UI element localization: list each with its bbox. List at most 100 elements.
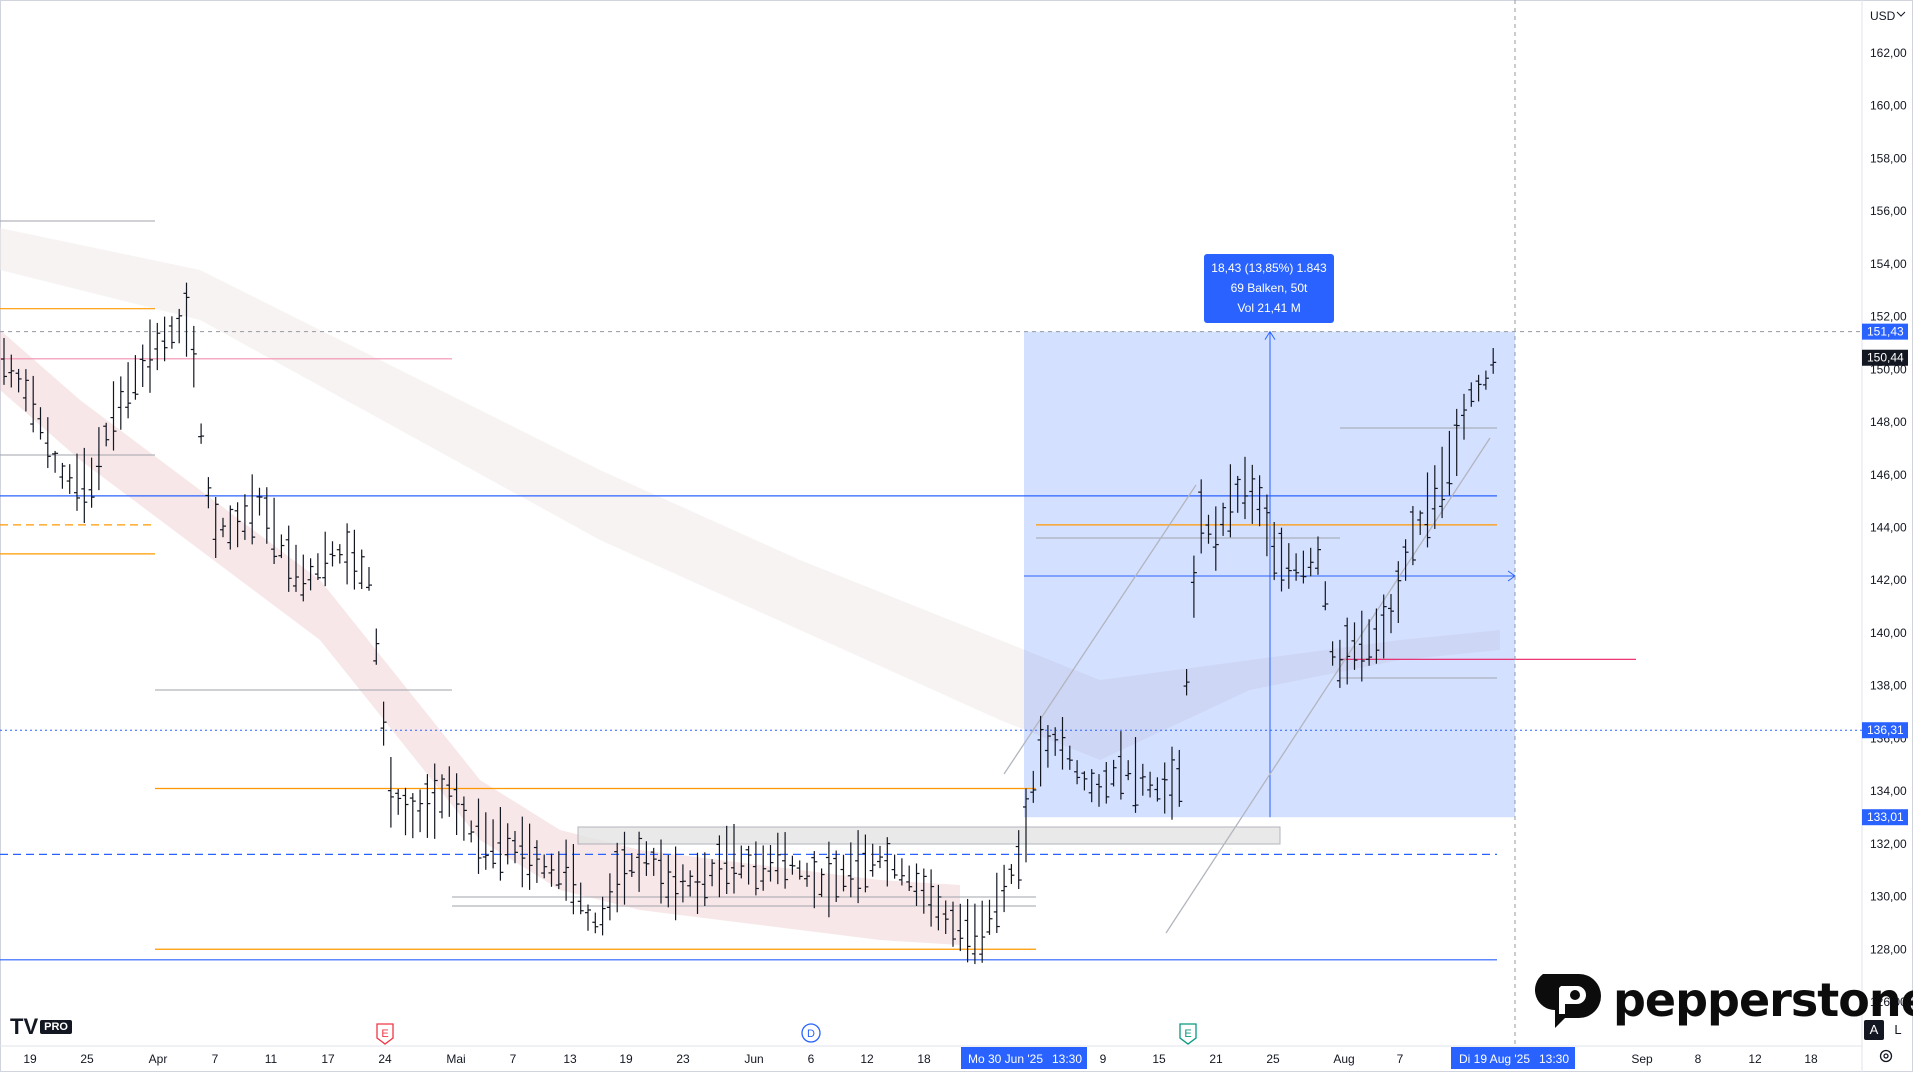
ohlc-bar	[993, 872, 1000, 934]
ohlc-bar	[1066, 745, 1073, 770]
ohlc-bar	[1044, 725, 1051, 768]
ohlc-bar	[760, 845, 767, 891]
ohlc-bar	[672, 846, 679, 921]
ohlc-bar	[161, 316, 168, 362]
price-tick-label: 130,00	[1870, 890, 1907, 904]
ohlc-bar	[168, 316, 175, 349]
event-marker-earnings: E	[376, 1023, 394, 1045]
ohlc-bar	[1285, 543, 1292, 589]
pepperstone-logo: pepperstone	[1535, 970, 1913, 1030]
ohlc-bar	[1183, 669, 1190, 696]
ohlc-bar	[1439, 446, 1446, 519]
ohlc-bar	[1176, 749, 1183, 807]
ohlc-bar	[95, 427, 102, 491]
ohlc-bar	[1366, 619, 1373, 666]
measure-tooltip-bg	[1204, 254, 1334, 323]
price-tick-label: 154,00	[1870, 257, 1907, 271]
ohlc-bar	[606, 873, 613, 921]
ohlc-bar	[431, 763, 438, 839]
log-scale-button[interactable]: L	[1894, 1022, 1902, 1037]
ohlc-bar	[460, 796, 467, 841]
ohlc-bar	[380, 701, 387, 746]
ohlc-bar	[278, 534, 285, 559]
tv-pro-badge: PRO	[40, 1020, 72, 1034]
time-tick-label: 7	[212, 1052, 219, 1066]
ohlc-bar	[986, 899, 993, 935]
earnings-icon	[376, 1023, 394, 1045]
price-tag-bg	[1862, 349, 1908, 366]
tradingview-logo: TV PRO	[10, 1014, 72, 1040]
ohlc-bar	[789, 855, 796, 875]
ohlc-bar	[490, 819, 497, 869]
ohlc-bar	[198, 423, 205, 444]
ohlc-bar	[154, 322, 161, 371]
ohlc-bar	[621, 831, 628, 905]
ohlc-bar	[1278, 527, 1285, 592]
date-tag-end-bg	[1451, 1047, 1575, 1069]
ohlc-bar	[971, 903, 978, 965]
ma-ribbon-red	[0, 330, 960, 945]
ohlc-bar	[818, 868, 825, 897]
time-tick-label: 25	[1266, 1052, 1280, 1066]
ohlc-bar	[241, 494, 248, 540]
ohlc-bar	[709, 859, 716, 887]
ohlc-bar	[1103, 762, 1110, 804]
ohlc-bar	[1008, 864, 1015, 884]
event-marker-label: E	[381, 1028, 388, 1040]
ohlc-bar	[1388, 594, 1394, 634]
time-axis: 19 25 Apr 7 11 17 24 Mai 7 13 19 23 Jun 6 12 18 9 15 21 25 A…	[0, 1023, 1862, 1069]
price-tick-label: 160,00	[1870, 99, 1907, 113]
ohlc-bar	[1132, 737, 1139, 813]
ohlc-bar	[1329, 641, 1336, 666]
chart-settings-button[interactable]	[1876, 1046, 1896, 1066]
price-tick-label: 128,00	[1870, 942, 1907, 956]
price-tag-bg	[1862, 722, 1908, 739]
ohlc-bar	[1169, 746, 1175, 820]
ohlc-bar	[205, 477, 212, 509]
ohlc-bar	[782, 832, 789, 889]
ohlc-bar	[307, 558, 314, 591]
ohlc-bar	[1088, 769, 1095, 803]
ohlc-bar	[599, 896, 606, 936]
ohlc-bar	[8, 354, 15, 388]
ohlc-bar	[745, 845, 752, 885]
ohlc-bar	[190, 325, 197, 388]
ohlc-bar	[249, 474, 256, 545]
price-tick-label: 138,00	[1870, 679, 1907, 693]
ohlc-bar	[884, 837, 891, 887]
auto-scale-button[interactable]: A	[1864, 1020, 1884, 1040]
ohlc-bar	[1030, 770, 1037, 803]
price-tick-label: 146,00	[1870, 468, 1907, 482]
time-tick-label: 19	[23, 1052, 37, 1066]
ma-ribbon-band	[0, 228, 1500, 760]
ohlc-bar	[366, 567, 372, 591]
ohlc-bar	[1117, 731, 1124, 800]
price-tick-label: 132,00	[1870, 837, 1907, 851]
ohlc-bar	[1, 337, 7, 385]
ohlc-bar	[1154, 777, 1161, 802]
price-tick-label: 142,00	[1870, 573, 1907, 587]
time-tick-label: 19	[619, 1052, 633, 1066]
ohlc-bar	[752, 841, 759, 896]
time-tick-label: Sep	[1631, 1052, 1653, 1066]
ohlc-bar	[285, 525, 292, 592]
ohlc-bar	[1475, 374, 1482, 402]
ohlc-bar	[1315, 536, 1321, 575]
ohlc-bar	[1402, 539, 1409, 581]
time-tick-label: 9	[1100, 1052, 1107, 1066]
price-tag-label: 136,31	[1867, 723, 1904, 737]
ohlc-bar	[1490, 347, 1497, 374]
ohlc-bar	[665, 854, 672, 908]
time-tick-label: 24	[378, 1052, 392, 1066]
ohlc-bar	[1322, 581, 1329, 611]
date-tag-start: Mo 30 Jun '25	[968, 1052, 1043, 1066]
time-tick-label: Jun	[744, 1052, 763, 1066]
ohlc-bar	[1023, 788, 1029, 863]
ohlc-bar	[679, 864, 686, 903]
event-marker-label: E	[1184, 1028, 1191, 1040]
ohlc-bar	[81, 447, 88, 524]
ohlc-bar	[256, 487, 263, 516]
ohlc-bar	[1453, 408, 1460, 476]
ohlc-bar	[577, 882, 584, 915]
